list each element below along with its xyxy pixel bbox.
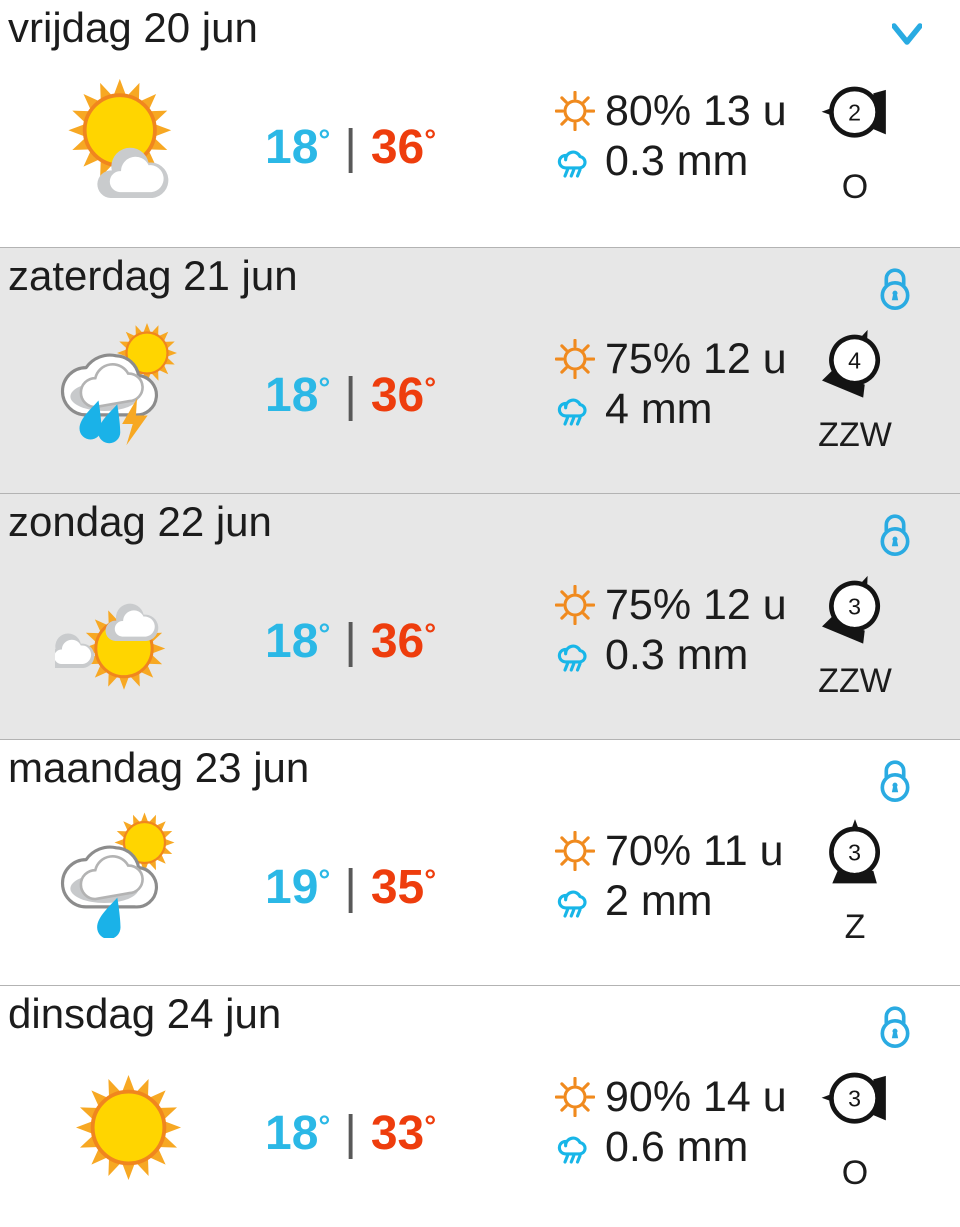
svg-text:3: 3: [848, 839, 861, 865]
svg-text:4: 4: [848, 347, 861, 373]
svg-text:3: 3: [848, 593, 861, 619]
svg-text:3: 3: [848, 1085, 861, 1111]
svg-text:2: 2: [848, 99, 861, 125]
